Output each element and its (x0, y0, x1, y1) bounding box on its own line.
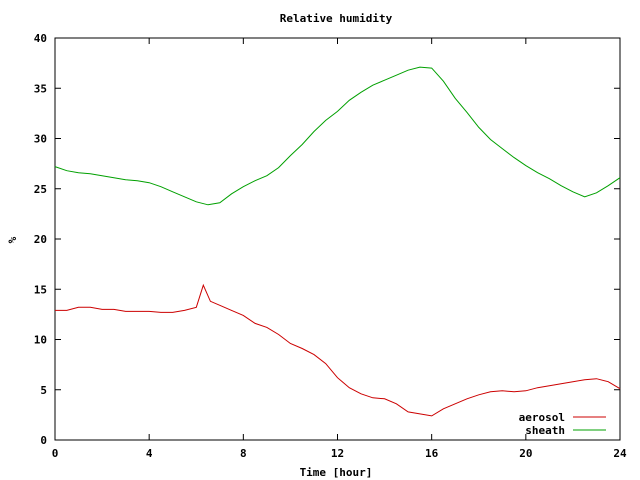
legend-label-aerosol: aerosol (519, 411, 565, 424)
series-layer (54, 66, 621, 417)
y-tick-label: 30 (34, 133, 47, 146)
y-tick-label: 10 (34, 334, 47, 347)
y-tick-label: 15 (34, 283, 47, 296)
x-axis: 0 4 8 12 16 20 24 (52, 38, 627, 460)
y-tick-label: 20 (34, 233, 47, 246)
x-tick-label: 20 (519, 447, 532, 460)
y-tick-label: 35 (34, 82, 47, 95)
chart-title: Relative humidity (280, 12, 393, 25)
x-tick-label: 16 (425, 447, 439, 460)
y-axis-label: % (6, 236, 19, 243)
y-tick-label: 0 (40, 434, 47, 447)
x-tick-label: 12 (331, 447, 344, 460)
y-axis: 0 5 10 15 20 25 30 35 40 (34, 32, 620, 447)
x-tick-label: 24 (613, 447, 627, 460)
series-line-aerosol (55, 283, 621, 417)
x-tick-label: 4 (146, 447, 153, 460)
x-tick-label: 8 (240, 447, 247, 460)
series-line-sheath (54, 66, 621, 206)
y-tick-label: 40 (34, 32, 47, 45)
legend-label-sheath: sheath (525, 424, 565, 437)
plot-area-frame (54, 37, 621, 441)
y-tick-label: 5 (40, 384, 47, 397)
x-axis-label: Time [hour] (300, 466, 373, 479)
y-tick-label: 25 (34, 183, 47, 196)
x-tick-label: 0 (52, 447, 59, 460)
